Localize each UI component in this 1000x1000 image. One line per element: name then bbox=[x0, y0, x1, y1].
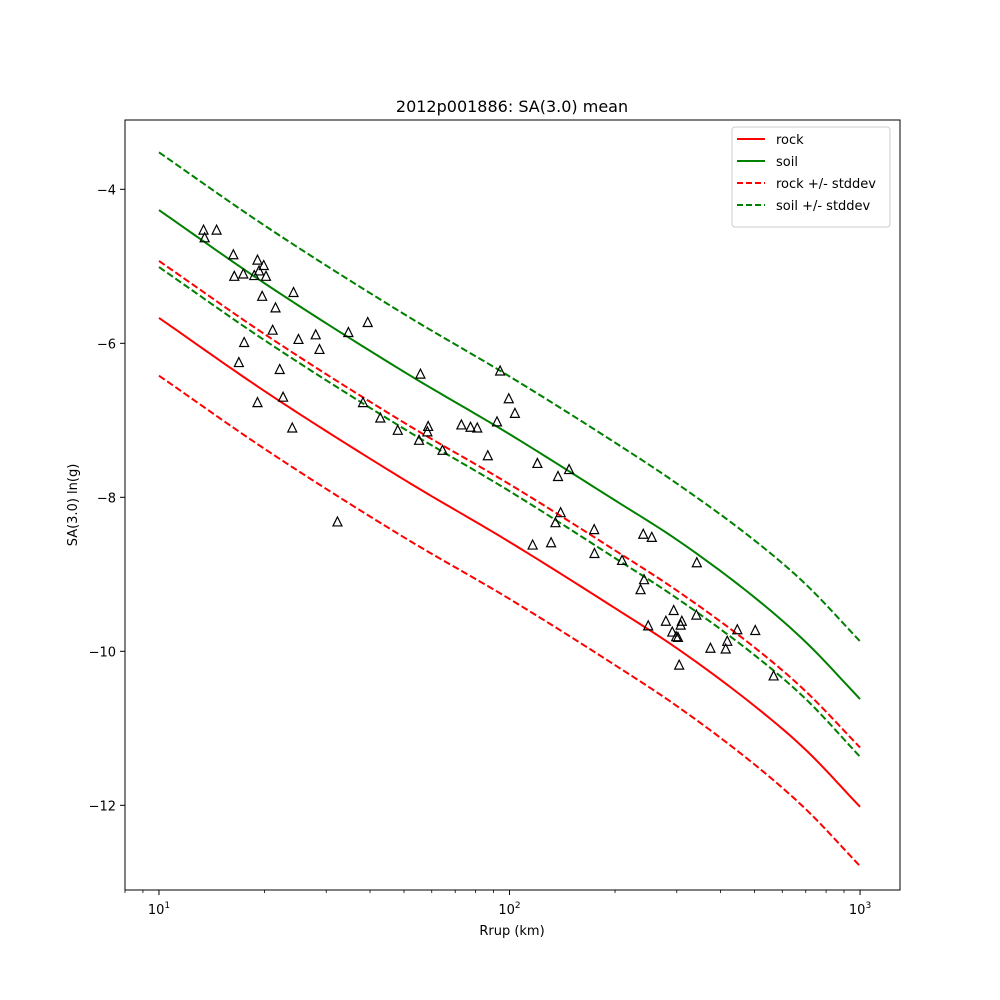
plot-frame bbox=[124, 119, 901, 891]
data-point bbox=[270, 301, 281, 313]
data-point bbox=[616, 554, 628, 566]
data-point bbox=[199, 231, 211, 243]
data-point bbox=[437, 443, 448, 455]
data-point bbox=[637, 527, 649, 539]
data-point bbox=[421, 425, 433, 437]
data-point bbox=[331, 515, 343, 527]
data-point bbox=[720, 642, 732, 654]
data-point bbox=[253, 264, 265, 276]
data-point bbox=[563, 463, 575, 475]
data-point bbox=[414, 367, 426, 379]
data-point bbox=[660, 614, 672, 626]
data-point bbox=[252, 253, 263, 265]
data-point bbox=[690, 608, 702, 620]
legend-label: rock bbox=[776, 133, 804, 148]
data-point bbox=[260, 269, 272, 281]
data-point bbox=[552, 470, 564, 482]
data-point bbox=[691, 556, 703, 568]
data-point bbox=[310, 328, 322, 340]
series-line-2 bbox=[158, 374, 861, 867]
data-points bbox=[198, 223, 780, 681]
data-point bbox=[482, 449, 494, 461]
data-point bbox=[768, 669, 780, 681]
data-point bbox=[422, 420, 434, 432]
data-point bbox=[491, 415, 503, 427]
data-point bbox=[704, 641, 716, 653]
series-line-3 bbox=[158, 260, 861, 749]
data-point bbox=[465, 420, 476, 432]
y-tick-label: −6 bbox=[97, 337, 116, 352]
data-point bbox=[503, 392, 515, 404]
y-tick-label: −8 bbox=[97, 491, 116, 506]
data-point bbox=[258, 259, 270, 271]
data-point bbox=[237, 267, 249, 279]
data-point bbox=[672, 631, 684, 643]
series-line-0 bbox=[158, 317, 861, 808]
data-point bbox=[646, 530, 658, 542]
data-point bbox=[413, 433, 425, 445]
series-lines bbox=[158, 151, 861, 867]
data-point bbox=[292, 333, 304, 345]
series-line-1 bbox=[158, 209, 861, 700]
data-point bbox=[635, 583, 647, 595]
data-point bbox=[670, 630, 682, 642]
data-point bbox=[256, 289, 268, 301]
data-point bbox=[233, 356, 245, 368]
data-point bbox=[274, 363, 286, 375]
legend: rock soil rock +/- stddev soil +/- stddev bbox=[731, 126, 891, 228]
series-line-4 bbox=[158, 151, 861, 642]
y-tick-label: −12 bbox=[89, 799, 116, 814]
y-tick-label: −10 bbox=[89, 645, 116, 660]
data-point bbox=[494, 364, 506, 376]
data-point bbox=[277, 390, 289, 402]
data-point bbox=[227, 248, 239, 260]
y-axis-label: SA(3.0) ln(g) bbox=[66, 464, 81, 547]
data-point bbox=[374, 411, 386, 423]
data-point bbox=[314, 343, 325, 355]
chart-title: 2012p001886: SA(3.0) mean bbox=[396, 97, 628, 116]
data-point bbox=[286, 421, 298, 433]
y-axis: −4 −6 −8 −10 −12 bbox=[89, 183, 125, 814]
data-point bbox=[238, 336, 250, 348]
data-point bbox=[668, 604, 680, 616]
y-tick-label: −4 bbox=[97, 183, 116, 198]
data-point bbox=[638, 573, 650, 585]
legend-box bbox=[731, 126, 891, 228]
data-point bbox=[527, 538, 539, 550]
data-point bbox=[211, 223, 223, 235]
series-line-5 bbox=[158, 266, 861, 758]
data-point bbox=[721, 634, 733, 646]
data-point bbox=[588, 523, 600, 535]
data-point bbox=[642, 619, 654, 631]
legend-label: soil bbox=[776, 155, 798, 170]
x-axis-label: Rrup (km) bbox=[479, 924, 544, 939]
data-point bbox=[252, 396, 263, 408]
data-point bbox=[509, 407, 521, 418]
data-point bbox=[392, 423, 404, 435]
data-point bbox=[675, 618, 687, 630]
data-point bbox=[362, 316, 374, 328]
data-point bbox=[531, 457, 543, 469]
legend-label: rock +/- stddev bbox=[776, 177, 876, 192]
data-point bbox=[288, 286, 299, 298]
data-point bbox=[545, 536, 557, 548]
data-point bbox=[588, 547, 600, 559]
data-point bbox=[357, 396, 369, 408]
data-point bbox=[749, 624, 761, 636]
data-point bbox=[549, 516, 561, 528]
data-point bbox=[676, 614, 688, 626]
legend-label: soil +/- stddev bbox=[776, 199, 871, 214]
data-point bbox=[731, 623, 743, 635]
data-point bbox=[666, 625, 678, 637]
data-point bbox=[555, 506, 567, 518]
data-point bbox=[228, 269, 240, 281]
data-point bbox=[471, 421, 483, 433]
data-point bbox=[455, 418, 467, 430]
data-point bbox=[267, 323, 279, 335]
data-point bbox=[342, 326, 354, 338]
data-point bbox=[673, 658, 685, 670]
